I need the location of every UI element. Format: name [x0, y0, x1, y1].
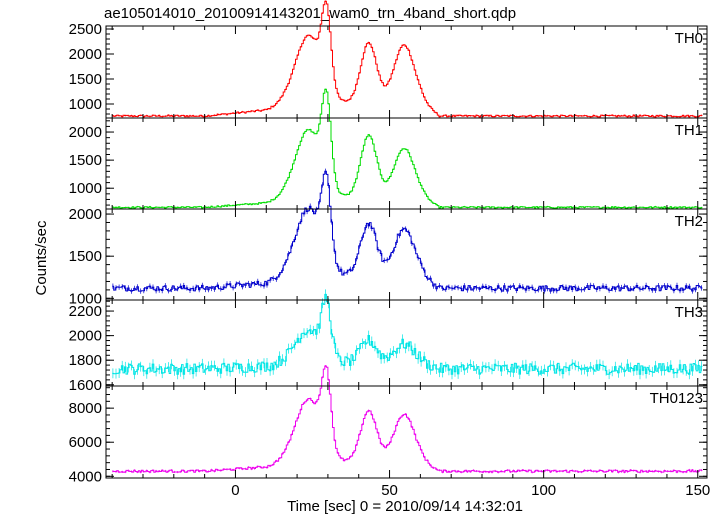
- series-line-th1: [112, 88, 703, 209]
- series-errorbars-th3: [112, 289, 702, 380]
- x-tick-labels: 0 50 100 150: [231, 482, 710, 499]
- panel-th1: 1000 1500 2000 TH1: [69, 88, 708, 210]
- series-errorbars-th0123: [112, 365, 702, 474]
- y-tick-label: 1800: [69, 352, 102, 369]
- y-tick-label: 6000: [69, 434, 102, 451]
- y-tick-label: 2000: [69, 328, 102, 345]
- y-tick-label: 2500: [69, 21, 102, 38]
- series-line-th2: [112, 170, 703, 292]
- panel-th3: 1600 1800 2000 2200 TH3: [69, 289, 708, 394]
- panels: 1000 1500 2000 2500 TH0 1000 1500 2000 TH1 1000 15…: [69, 0, 708, 485]
- y-tick-label: 2200: [69, 303, 102, 320]
- figure-title: ae105014010_20100914143201_wam0_trn_4ban…: [104, 5, 516, 22]
- y-tick-label: 1000: [69, 180, 102, 197]
- y-tick-label: 1500: [69, 248, 102, 265]
- x-tick-label: 100: [531, 482, 556, 499]
- y-tick-label: 1500: [69, 71, 102, 88]
- y-tick-label: 1500: [69, 152, 102, 169]
- y-tick-label: 4000: [69, 468, 102, 485]
- x-tick-label: 50: [381, 482, 398, 499]
- series-line-th0: [112, 0, 703, 118]
- panel-label-th2: TH2: [675, 213, 703, 230]
- series-line-th3: [112, 293, 703, 375]
- y-tick-label: 1000: [69, 290, 102, 307]
- y-tick-label: 8000: [69, 400, 102, 417]
- x-tick-label: 0: [231, 482, 239, 499]
- panel-frame: [105, 385, 708, 479]
- x-tick-label: 150: [685, 482, 710, 499]
- panel-frame: [105, 25, 708, 119]
- series-line-th0123: [112, 365, 703, 473]
- panel-frame: [105, 117, 708, 210]
- panel-label-th3: TH3: [675, 304, 703, 321]
- panel-label-th0123: TH0123: [650, 390, 703, 407]
- series-errorbars-th1: [112, 88, 702, 209]
- panel-th0123: 4000 6000 8000 TH0123: [69, 365, 708, 485]
- panel-label-th1: TH1: [675, 122, 703, 139]
- y-tick-label: 2000: [69, 46, 102, 63]
- y-tick-label: 2000: [69, 124, 102, 141]
- y-tick-label: 2000: [69, 206, 102, 223]
- x-axis-label: Time [sec] 0 = 2010/09/14 14:32:01: [287, 498, 523, 515]
- panel-th2: 1000 1500 2000 TH2: [69, 168, 708, 307]
- panel-label-th0: TH0: [675, 30, 703, 47]
- y-tick-label: 1000: [69, 96, 102, 113]
- y-axis-label: Counts/sec: [33, 220, 50, 296]
- y-tick-label: 1600: [69, 377, 102, 394]
